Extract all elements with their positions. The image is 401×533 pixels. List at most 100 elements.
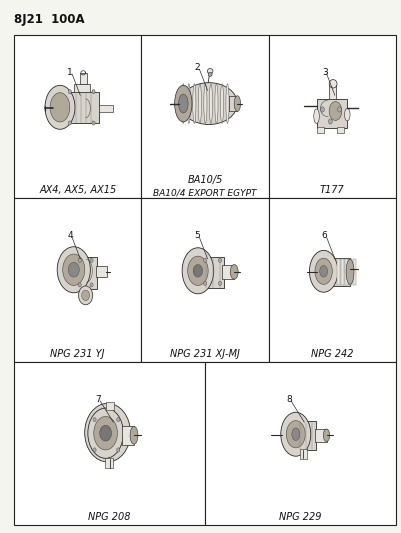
Text: 6: 6: [321, 231, 327, 240]
Ellipse shape: [198, 84, 201, 124]
Bar: [95, 265, 107, 277]
Bar: [74, 257, 96, 288]
Text: NPG 231 YJ: NPG 231 YJ: [51, 349, 105, 359]
Bar: [340, 259, 343, 286]
Ellipse shape: [68, 90, 71, 94]
Bar: [299, 449, 306, 459]
Text: BA10/5: BA10/5: [187, 175, 222, 185]
Bar: [122, 426, 134, 445]
Text: NPG 231 XJ-MJ: NPG 231 XJ-MJ: [170, 349, 239, 359]
Ellipse shape: [319, 265, 327, 277]
Ellipse shape: [218, 281, 221, 286]
Ellipse shape: [50, 93, 70, 122]
Text: NPG 229: NPG 229: [279, 512, 321, 522]
Text: 3: 3: [321, 68, 327, 77]
Bar: [268, 198, 395, 361]
Bar: [14, 198, 141, 361]
Ellipse shape: [209, 84, 212, 124]
Bar: [336, 259, 339, 286]
Text: 7: 7: [95, 395, 101, 404]
Bar: [99, 105, 113, 111]
Ellipse shape: [174, 85, 192, 122]
Ellipse shape: [78, 258, 81, 262]
Ellipse shape: [320, 107, 324, 112]
Bar: [14, 35, 141, 198]
Ellipse shape: [208, 72, 212, 76]
Bar: [328, 84, 335, 100]
Bar: [222, 264, 234, 279]
Ellipse shape: [314, 258, 332, 285]
Bar: [314, 429, 326, 441]
Ellipse shape: [291, 428, 299, 440]
Ellipse shape: [88, 408, 123, 458]
Bar: [344, 259, 347, 286]
Ellipse shape: [178, 94, 188, 113]
Bar: [194, 257, 223, 287]
Ellipse shape: [181, 84, 184, 124]
Ellipse shape: [220, 84, 223, 124]
Text: NPG 242: NPG 242: [310, 349, 353, 359]
Bar: [106, 402, 114, 410]
Text: 5: 5: [194, 231, 200, 240]
Text: AX4, AX5, AX15: AX4, AX5, AX15: [39, 185, 116, 195]
Ellipse shape: [85, 403, 130, 462]
Ellipse shape: [130, 426, 138, 444]
Ellipse shape: [182, 248, 213, 294]
Bar: [105, 458, 113, 468]
Ellipse shape: [336, 107, 340, 112]
Bar: [336, 127, 343, 133]
Ellipse shape: [234, 96, 240, 111]
Bar: [268, 35, 395, 198]
Text: 8: 8: [286, 395, 291, 404]
Ellipse shape: [309, 251, 337, 292]
Ellipse shape: [57, 247, 90, 293]
Ellipse shape: [280, 412, 310, 456]
Text: BA10/4 EXPORT EGYPT: BA10/4 EXPORT EGYPT: [153, 189, 256, 198]
Text: 8J21  100A: 8J21 100A: [14, 13, 85, 26]
Ellipse shape: [313, 109, 318, 124]
Ellipse shape: [207, 69, 213, 74]
Ellipse shape: [328, 102, 341, 120]
Ellipse shape: [230, 264, 237, 279]
Ellipse shape: [203, 281, 206, 286]
Bar: [348, 259, 351, 286]
Text: T177: T177: [319, 185, 344, 195]
Bar: [141, 198, 268, 361]
Ellipse shape: [81, 290, 89, 301]
Ellipse shape: [116, 417, 119, 422]
Ellipse shape: [92, 90, 95, 94]
Ellipse shape: [215, 84, 217, 124]
Ellipse shape: [192, 84, 195, 124]
Bar: [205, 361, 395, 525]
Ellipse shape: [90, 258, 93, 262]
Ellipse shape: [345, 259, 353, 285]
Ellipse shape: [322, 429, 329, 441]
Bar: [141, 35, 268, 198]
Ellipse shape: [78, 283, 81, 287]
Polygon shape: [62, 92, 99, 123]
Ellipse shape: [328, 119, 332, 124]
Ellipse shape: [68, 121, 71, 125]
Ellipse shape: [45, 85, 75, 130]
Ellipse shape: [68, 262, 79, 277]
Ellipse shape: [193, 264, 202, 277]
Bar: [289, 421, 316, 450]
Ellipse shape: [286, 421, 304, 448]
Ellipse shape: [187, 256, 208, 286]
Text: 1: 1: [67, 68, 73, 77]
Ellipse shape: [116, 448, 119, 452]
Ellipse shape: [99, 425, 111, 441]
Ellipse shape: [90, 283, 93, 287]
Ellipse shape: [344, 108, 349, 121]
Bar: [79, 73, 87, 84]
Ellipse shape: [63, 254, 85, 286]
Ellipse shape: [93, 448, 96, 452]
Ellipse shape: [78, 286, 93, 305]
Text: NPG 208: NPG 208: [88, 512, 130, 522]
Ellipse shape: [328, 79, 336, 88]
Bar: [74, 84, 89, 92]
Ellipse shape: [203, 84, 207, 124]
Bar: [316, 127, 323, 133]
Bar: [14, 361, 205, 525]
Ellipse shape: [93, 416, 117, 450]
